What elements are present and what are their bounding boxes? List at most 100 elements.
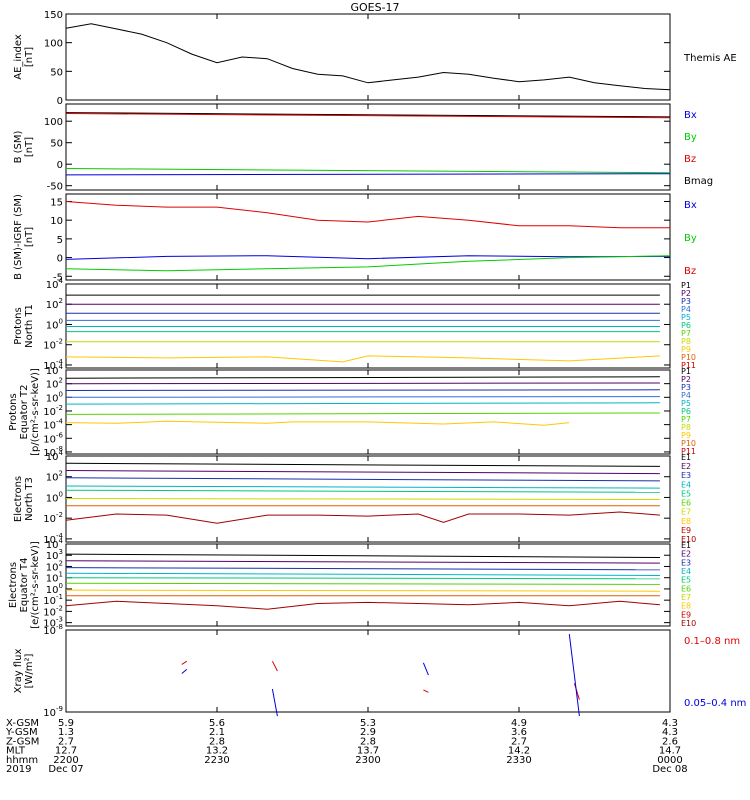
y-axis-label: ProtonsNorth T1 [13, 304, 35, 348]
legend-entry: E1 [681, 453, 691, 462]
legend-entry: E3 [681, 558, 691, 567]
series-line [65, 589, 660, 592]
y-tick-label: 102 [46, 470, 63, 484]
series-line [271, 688, 278, 717]
y-axis-label: ElectronsNorth T3 [13, 476, 35, 522]
legend-entry: 0.05–0.4 nm [684, 698, 746, 709]
time-row-label: 2019 [6, 764, 31, 775]
series-line [65, 553, 660, 558]
panel-p_eq [65, 369, 671, 455]
series-line [65, 511, 660, 524]
series-line [65, 396, 660, 398]
legend-entry: P4 [681, 305, 691, 314]
time-row-value: 14.2 [508, 746, 530, 757]
y-axis-label: B (SM)[nT] [13, 130, 35, 163]
time-row-value: 14.7 [659, 746, 681, 757]
series-line [568, 634, 580, 717]
y-tick-label: 5 [57, 235, 63, 246]
legend-entry: E8 [681, 602, 691, 611]
series-line [65, 489, 660, 493]
legend-entry: P5 [681, 313, 691, 322]
legend-entry: By [684, 233, 697, 244]
time-row-value: 2.1 [209, 727, 225, 738]
y-tick-label: 10-8 [43, 623, 63, 637]
legend-entry: E4 [681, 480, 691, 489]
legend-entry: E6 [681, 584, 691, 593]
series-line [65, 582, 660, 585]
time-row-value: 2230 [204, 755, 229, 766]
y-tick-label: 100 [44, 39, 63, 50]
legend-entry: P11 [681, 447, 696, 456]
panel-xray [65, 629, 671, 717]
series-line [65, 168, 671, 174]
y-tick-label: 101 [46, 571, 63, 585]
y-tick-label: 100 [46, 390, 63, 404]
legend-entry: P1 [681, 281, 691, 290]
y-tick-label: -50 [47, 182, 63, 193]
legend-entry: Bmag [684, 176, 713, 187]
legend-entry: E5 [681, 576, 691, 585]
legend-entry: P9 [681, 345, 691, 354]
y-tick-label: 50 [50, 67, 63, 78]
time-row-label: Y-GSM [5, 727, 38, 738]
time-row-value: 13.2 [206, 746, 228, 757]
legend-entry: P4 [681, 391, 691, 400]
y-tick-label: 50 [50, 139, 63, 150]
series-line [65, 470, 660, 475]
y-tick-label: 104 [46, 363, 64, 377]
series-line [181, 660, 188, 665]
legend-entry: P6 [681, 321, 691, 330]
time-row-value: 13.7 [357, 746, 379, 757]
series-line [65, 382, 660, 385]
time-row-value: 2.7 [58, 736, 74, 747]
y-tick-label: 10-9 [43, 705, 63, 719]
y-tick-label: 10-4 [43, 358, 63, 372]
legend-entry: E9 [681, 526, 691, 535]
legend-entry: E7 [681, 508, 691, 517]
y-tick-label: 10-4 [43, 532, 63, 546]
time-row-value: 1.3 [58, 727, 74, 738]
y-tick-label: 103 [46, 548, 63, 562]
y-tick-label: 100 [46, 582, 63, 596]
series-line [65, 201, 670, 229]
y-tick-label: -5 [53, 272, 63, 283]
y-axis-label: ProtonsEquator T2[p/(cm²-s-sr-keV)] [8, 368, 41, 456]
y-tick-label: 10-2 [43, 338, 63, 352]
series-line [65, 577, 660, 580]
legend-entry: E10 [681, 619, 696, 628]
time-row-value: 5.6 [209, 718, 225, 729]
time-row-value: 2.7 [511, 736, 527, 747]
legend-entry: E5 [681, 489, 691, 498]
series-line [65, 600, 660, 610]
legend-entry: P7 [681, 329, 691, 338]
time-row-value: 5.9 [58, 718, 74, 729]
legend-entry: E10 [681, 535, 696, 544]
y-axis-label: ElectronsEquator T4[e/(cm²-s-sr-keV)] [8, 541, 41, 629]
legend-entry: P7 [681, 415, 691, 424]
legend-entry: Themis AE [683, 53, 737, 64]
time-row-value: 2.9 [360, 727, 376, 738]
legend-entry: P8 [681, 423, 691, 432]
series-line [423, 689, 429, 693]
y-tick-label: 100 [46, 317, 63, 331]
time-row-label: MLT [6, 746, 26, 757]
legend-entry: P2 [681, 289, 691, 298]
time-row-value: 12.7 [55, 746, 77, 757]
legend-entry: Bz [684, 154, 696, 165]
series-line [422, 662, 429, 676]
y-tick-label: 10-6 [43, 431, 63, 445]
legend-entry: P10 [681, 439, 696, 448]
series-line [65, 389, 660, 391]
y-axis-label: B (SM)-IGRF (SM)[nT] [13, 194, 35, 280]
y-axis-label: Xray flux[W/m²] [13, 649, 35, 694]
series-line [65, 355, 660, 363]
series-line [65, 420, 570, 426]
legend-entry: Bz [684, 266, 696, 277]
time-row-value: Dec 07 [48, 764, 83, 775]
series-line [65, 112, 671, 118]
legend-entry: P3 [681, 383, 691, 392]
legend-entry: Bx [684, 110, 697, 121]
legend-entry: E9 [681, 610, 691, 619]
legend-entry: E7 [681, 593, 691, 602]
series-line [65, 477, 660, 482]
